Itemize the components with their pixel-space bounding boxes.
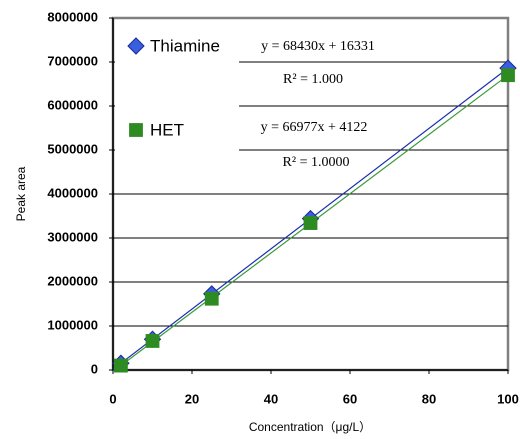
x-tick-label: 0	[109, 391, 116, 406]
y-tick-label: 5000000	[47, 141, 98, 156]
point	[501, 68, 515, 83]
x-tick-label: 20	[185, 391, 199, 406]
x-tick-label: 100	[497, 391, 519, 406]
y-tick-label: 3000000	[47, 229, 98, 244]
y-axis-title: Peak area	[14, 166, 28, 221]
y-tick-label: 6000000	[47, 97, 98, 112]
legend-marker	[127, 37, 145, 55]
x-tick-label: 60	[343, 391, 357, 406]
annotation: R² = 1.000	[283, 72, 343, 87]
point	[204, 291, 219, 306]
annotation: y = 68430x + 16331	[261, 39, 375, 54]
point	[114, 358, 128, 373]
x-axis-title: Concentration（μg/L）	[249, 420, 371, 434]
y-tick-label: 7000000	[47, 53, 98, 68]
legend-label: HET	[150, 120, 184, 139]
y-tick-label: 1000000	[47, 317, 98, 332]
y-tick-label: 2000000	[47, 273, 98, 288]
x-tick-label: 80	[422, 391, 436, 406]
point	[303, 216, 318, 230]
y-tick-label: 0	[91, 361, 98, 376]
point	[145, 334, 160, 348]
legend-marker	[129, 123, 143, 137]
y-tick-label: 8000000	[47, 9, 98, 24]
annotation: R² = 1.0000	[283, 155, 350, 170]
annotation: y = 66977x + 4122	[261, 120, 368, 135]
x-tick-label: 40	[264, 391, 278, 406]
legend-label: Thiamine	[150, 36, 220, 55]
y-tick-label: 4000000	[47, 185, 98, 200]
